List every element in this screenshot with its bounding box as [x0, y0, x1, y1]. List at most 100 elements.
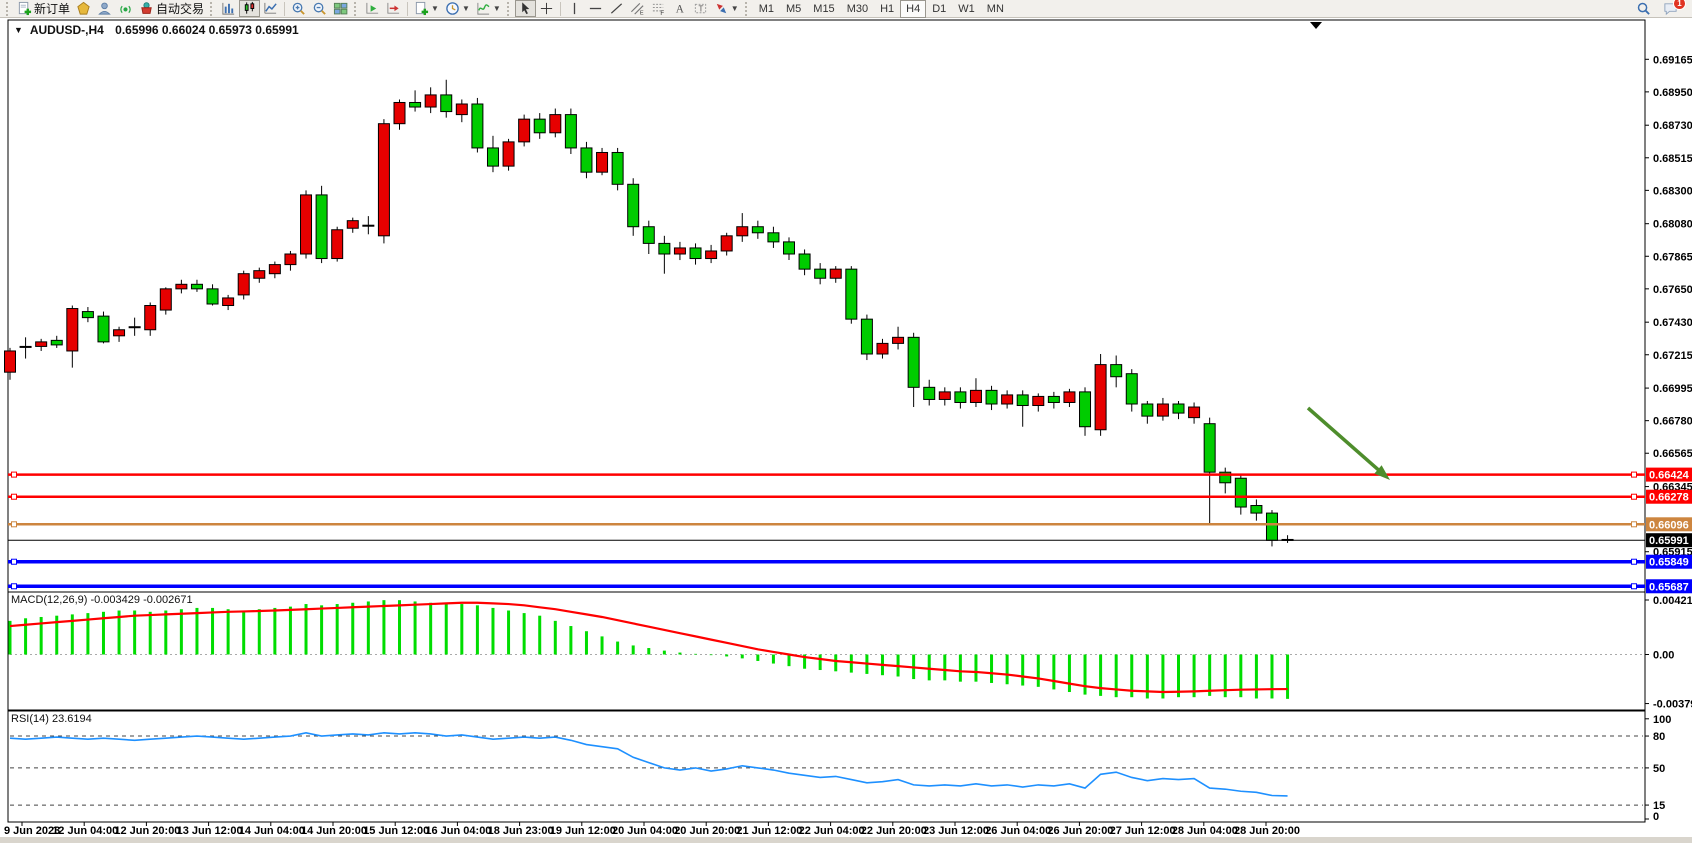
rsi-tick-label: 50	[1653, 763, 1665, 775]
text-tool-button[interactable]: A	[669, 0, 690, 17]
macd-axis[interactable]: 0.004213 0.00 -0.003792	[1645, 595, 1692, 711]
timeframe-m1-button[interactable]: M1	[758, 2, 774, 15]
line-handle[interactable]	[11, 471, 17, 478]
bull-candle	[1094, 364, 1107, 431]
price-axis[interactable]: 0.69165 0.68950 0.68730 0.68515 0.68300 0.680…	[1645, 54, 1692, 559]
rsi-panel[interactable]	[7, 710, 1646, 823]
macd-histogram	[8, 600, 1290, 699]
line-handle[interactable]	[11, 583, 17, 590]
line-handle[interactable]	[1631, 521, 1637, 528]
line-handle[interactable]	[1631, 471, 1637, 478]
bull-candle	[596, 151, 609, 173]
bear-candle	[1125, 373, 1138, 405]
price-tick-label: 0.67215	[1653, 350, 1692, 362]
candlestick-chart-icon	[242, 1, 257, 16]
notifications-button[interactable]: 1	[1660, 0, 1686, 17]
horizontal-line-object[interactable]	[8, 583, 1645, 590]
auto-scroll-icon	[365, 1, 380, 16]
main-price-panel[interactable]	[7, 19, 1646, 593]
equidistant-channel-tool-button[interactable]: E	[627, 0, 648, 17]
text-label-tool-button[interactable]: T	[690, 0, 711, 17]
indicators-button[interactable]: ▼	[473, 0, 504, 17]
bear-candle	[627, 183, 640, 228]
toolbar-grip	[210, 1, 215, 16]
dropdown-caret-icon: ▼	[431, 3, 439, 13]
auto-trading-icon	[139, 1, 154, 16]
bull-candle	[377, 123, 390, 237]
tile-windows-button[interactable]	[330, 0, 351, 17]
trendline-tool-button[interactable]	[606, 0, 627, 17]
timeframe-m30-button[interactable]: M30	[846, 2, 869, 15]
line-handle[interactable]	[11, 493, 17, 500]
svg-text:0.65687: 0.65687	[1649, 581, 1689, 593]
auto-trading-label: 自动交易	[156, 2, 205, 16]
template-icon	[414, 1, 429, 16]
macd-panel[interactable]	[7, 591, 1646, 711]
timeframe-m15-button[interactable]: M15	[813, 2, 835, 15]
horizontal-line-object[interactable]	[8, 558, 1645, 565]
text-icon: A	[672, 1, 687, 16]
market-watch-button[interactable]	[73, 0, 94, 17]
bar-chart-button[interactable]	[218, 0, 239, 17]
line-chart-icon	[263, 1, 278, 16]
templates-button[interactable]: ▼	[411, 0, 442, 17]
rsi-axis[interactable]: 100 80 50 150	[1645, 714, 1671, 823]
line-handle[interactable]	[1631, 583, 1637, 590]
macd-tick-label: 0.004213	[1653, 595, 1692, 607]
zoom-out-button[interactable]	[309, 0, 330, 17]
line-handle[interactable]	[11, 558, 17, 565]
search-icon	[1636, 1, 1651, 16]
bull-candle	[66, 308, 79, 352]
macd-tick-label: -0.003792	[1653, 699, 1692, 711]
auto-trading-button[interactable]: 自动交易	[136, 0, 207, 17]
horizontal-line-tool-button[interactable]	[585, 0, 606, 17]
candlestick-chart-button[interactable]	[239, 0, 261, 17]
arrows-tool-button[interactable]: ▼	[711, 0, 742, 17]
vertical-line-tool-button[interactable]	[564, 0, 585, 17]
bull-candle	[19, 345, 32, 348]
timeframe-w1-button[interactable]: W1	[958, 2, 975, 15]
zoom-in-button[interactable]	[288, 0, 309, 17]
trend-arrow-annotation[interactable]	[1306, 406, 1390, 480]
text-label-icon: T	[693, 1, 708, 16]
channel-icon: E	[630, 1, 645, 16]
timeframe-d1-button[interactable]: D1	[932, 2, 947, 15]
horizontal-line-object[interactable]	[8, 471, 1645, 478]
bear-candle	[658, 242, 671, 255]
time-tick-label: 14 Jun 04:00	[239, 825, 305, 837]
chart-shift-button[interactable]	[383, 0, 404, 17]
chart-shift-marker[interactable]	[1310, 22, 1322, 29]
profile-button[interactable]	[94, 0, 115, 17]
crosshair-tool-button[interactable]	[536, 0, 557, 17]
bull-candle	[673, 247, 686, 255]
svg-text:0.65849: 0.65849	[1649, 557, 1689, 569]
horizontal-line-object[interactable]	[8, 493, 1645, 500]
bear-candle	[1172, 403, 1185, 414]
line-handle[interactable]	[11, 521, 17, 528]
timeframe-m5-button[interactable]: M5	[786, 2, 802, 15]
periods-button[interactable]: ▼	[442, 0, 473, 17]
signal-button[interactable]	[115, 0, 136, 17]
price-line-badge: 0.65849	[1646, 554, 1692, 569]
line-chart-button[interactable]	[260, 0, 281, 17]
price-tick-label: 0.66565	[1653, 448, 1692, 460]
bull-candle	[892, 336, 905, 344]
bear-candle	[845, 268, 858, 320]
fibonacci-tool-button[interactable]: F	[648, 0, 669, 17]
timeframe-h1-button[interactable]: H1	[880, 2, 895, 15]
bear-candle	[798, 253, 811, 270]
timeframe-h4-button[interactable]: H4	[900, 0, 927, 18]
price-tick-label: 0.68080	[1653, 219, 1692, 231]
timeframe-mn-button[interactable]: MN	[986, 2, 1004, 15]
line-handle[interactable]	[1631, 558, 1637, 565]
horizontal-line-object[interactable]	[8, 521, 1645, 528]
line-handle[interactable]	[1631, 493, 1637, 500]
toolbar-grip	[744, 1, 750, 16]
search-button[interactable]	[1633, 0, 1654, 17]
cursor-tool-button[interactable]	[514, 0, 536, 17]
auto-scroll-button[interactable]	[362, 0, 383, 17]
collapse-triangle-icon[interactable]: ▼	[14, 25, 23, 35]
new-order-button[interactable]: 新订单	[14, 0, 73, 17]
